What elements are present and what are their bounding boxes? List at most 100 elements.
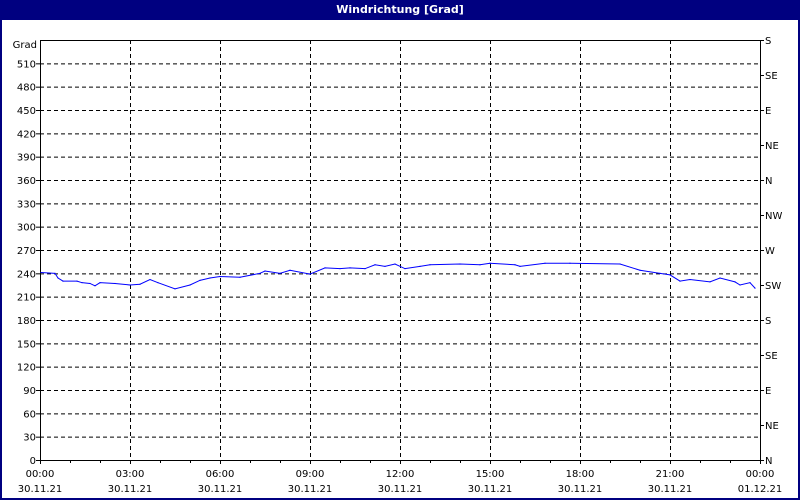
line-chart: 0 30 60 90 120 150 180 210 240 270 300 330 360 390 420… xyxy=(13,36,783,495)
data-point xyxy=(81,282,83,284)
y-tick-label: 300 xyxy=(17,223,36,234)
data-point xyxy=(489,262,491,264)
right-tick-label: E xyxy=(765,386,771,397)
data-point xyxy=(754,287,756,289)
data-point xyxy=(739,284,741,286)
data-point xyxy=(659,272,661,274)
x-tick-date: 30.11.21 xyxy=(468,484,513,495)
right-tick-label: N xyxy=(765,456,772,467)
right-tick-label: SE xyxy=(765,71,778,82)
data-point xyxy=(62,280,64,282)
data-point xyxy=(279,272,281,274)
data-point xyxy=(339,268,341,270)
data-point xyxy=(76,280,78,282)
x-tick-date: 30.11.21 xyxy=(648,484,693,495)
right-tick-label: E xyxy=(765,106,771,117)
right-tick-label: NE xyxy=(765,141,779,152)
y-tick-label: 90 xyxy=(23,386,36,397)
right-tick-label: NE xyxy=(765,421,779,432)
data-point xyxy=(544,262,546,264)
data-point xyxy=(239,276,241,278)
x-tick-date: 30.11.21 xyxy=(18,484,63,495)
y-tick-label: 480 xyxy=(17,83,36,94)
x-tick-date: 30.11.21 xyxy=(288,484,333,495)
data-point xyxy=(639,269,641,271)
x-tick-time: 09:00 xyxy=(296,469,325,480)
x-tick-time: 00:00 xyxy=(26,469,55,480)
data-point xyxy=(429,264,431,266)
data-point xyxy=(709,281,711,283)
y-tick-label: 360 xyxy=(17,176,36,187)
y-tick-label: 420 xyxy=(17,129,36,140)
data-point xyxy=(384,265,386,267)
data-point xyxy=(289,269,291,271)
y-tick-label: 270 xyxy=(17,246,36,257)
y-axis-label: Grad xyxy=(13,40,37,51)
y-tick-label: 180 xyxy=(17,316,36,327)
data-point xyxy=(749,282,751,284)
x-tick-date: 30.11.21 xyxy=(198,484,243,495)
data-point xyxy=(89,282,91,285)
data-point xyxy=(99,282,101,284)
data-point xyxy=(364,268,366,270)
data-point xyxy=(419,265,421,267)
data-point xyxy=(174,288,176,290)
data-point xyxy=(394,263,396,265)
data-point xyxy=(209,277,211,279)
y-tick-label: 0 xyxy=(30,456,36,467)
data-point xyxy=(94,285,96,287)
y-tick-label: 150 xyxy=(17,339,36,350)
data-point xyxy=(679,280,681,282)
x-tick-date: 01.12.21 xyxy=(738,484,783,495)
right-tick-label: S xyxy=(765,316,771,327)
data-point xyxy=(259,272,261,274)
data-point xyxy=(374,264,376,266)
data-point xyxy=(114,282,116,285)
data-point xyxy=(309,273,311,275)
y-tick-label: 390 xyxy=(17,153,36,164)
y-tick-label: 120 xyxy=(17,363,36,374)
right-tick-label: SW xyxy=(765,281,781,292)
x-tick-date: 30.11.21 xyxy=(378,484,423,495)
data-point xyxy=(719,277,721,279)
data-point xyxy=(57,277,59,279)
data-point xyxy=(157,282,159,284)
x-tick-time: 12:00 xyxy=(386,469,415,480)
data-point xyxy=(219,275,221,278)
y-tick-label: 450 xyxy=(17,106,36,117)
data-point xyxy=(514,264,516,266)
x-tick-time: 21:00 xyxy=(656,469,685,480)
x-tick-date: 30.11.21 xyxy=(108,484,153,495)
x-tick-time: 03:00 xyxy=(116,469,145,480)
data-point xyxy=(264,270,266,272)
data-point xyxy=(189,284,191,286)
data-point xyxy=(479,264,481,266)
window-title: Windrichtung [Grad] xyxy=(336,3,464,16)
data-point xyxy=(129,284,131,286)
right-tick-label: NW xyxy=(765,211,782,222)
x-tick-time: 06:00 xyxy=(206,469,235,480)
data-line xyxy=(40,262,756,290)
right-tick-label: S xyxy=(765,36,771,47)
right-tick-label: N xyxy=(765,176,772,187)
data-point xyxy=(689,278,691,281)
data-point xyxy=(40,271,42,274)
data-point xyxy=(519,265,521,267)
data-point xyxy=(349,267,351,269)
x-tick-time: 00:00 xyxy=(746,469,775,480)
y-tick-label: 60 xyxy=(23,409,36,420)
chart-area: 0 30 60 90 120 150 180 210 240 270 300 330 360 390 420… xyxy=(2,20,798,498)
y-tick-label: 30 xyxy=(23,433,36,444)
x-tick-time: 18:00 xyxy=(566,469,595,480)
data-point xyxy=(324,267,326,269)
data-point xyxy=(619,263,621,265)
data-point xyxy=(199,279,201,281)
data-point xyxy=(569,262,571,264)
x-tick-time: 15:00 xyxy=(476,469,505,480)
right-tick-label: W xyxy=(765,246,775,257)
data-point xyxy=(669,274,671,276)
x-tick-date: 30.11.21 xyxy=(558,484,603,495)
data-point xyxy=(404,268,406,270)
data-point xyxy=(734,281,736,283)
